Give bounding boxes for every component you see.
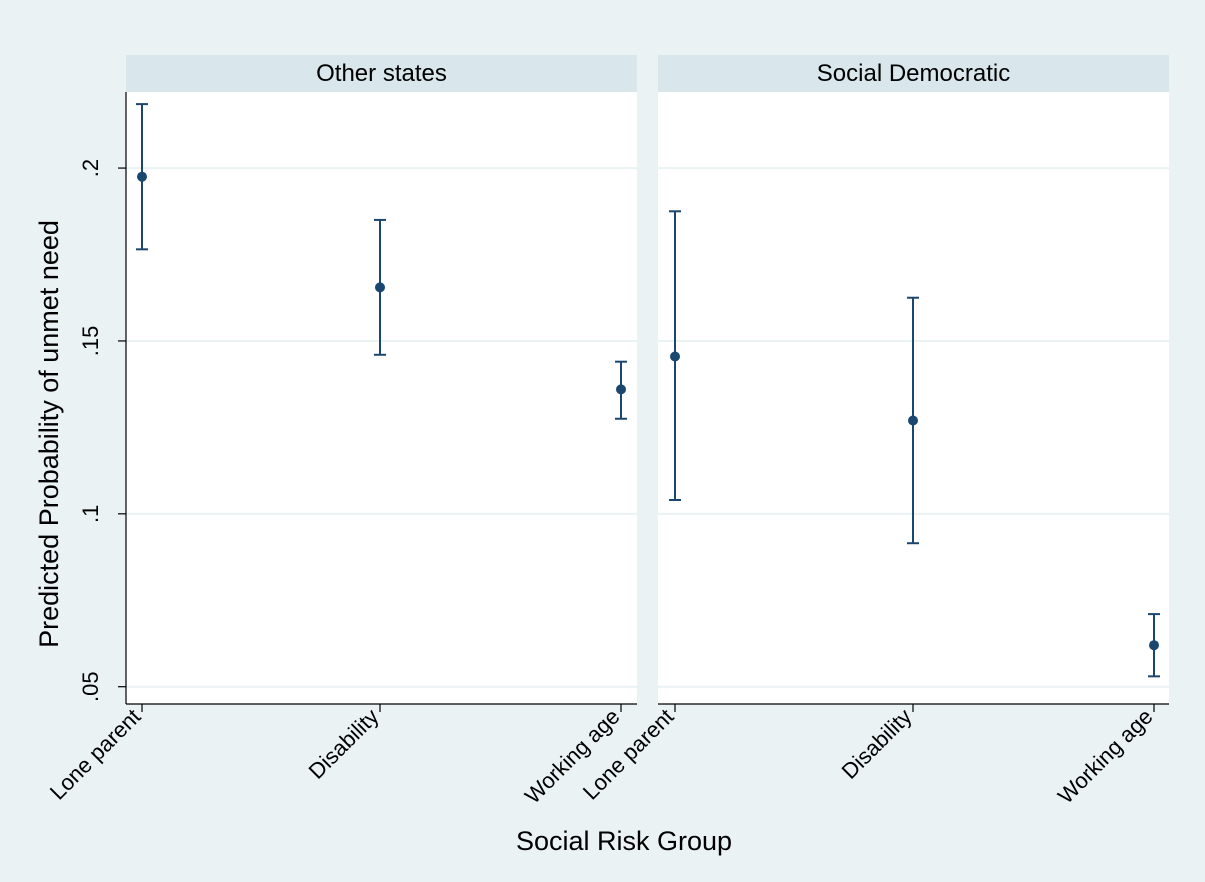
- data-point: [908, 415, 918, 426]
- data-point: [616, 384, 626, 395]
- data-point: [375, 282, 385, 293]
- panel-title: Social Democratic: [817, 60, 1010, 87]
- y-axis-title: Predicted Probability of unmet need: [34, 220, 64, 648]
- y-tick-label: .05: [78, 671, 103, 702]
- data-point: [670, 351, 680, 362]
- panel-header: [658, 55, 1169, 92]
- plot-area: [126, 92, 637, 704]
- y-tick-label: .15: [78, 326, 103, 357]
- data-point: [1149, 640, 1159, 651]
- y-tick-label: .2: [78, 159, 103, 177]
- panel-header: [126, 55, 637, 92]
- y-tick-label: .1: [78, 505, 103, 523]
- data-point: [137, 171, 147, 182]
- x-axis-title: Social Risk Group: [516, 826, 732, 856]
- panel-title: Other states: [316, 60, 447, 87]
